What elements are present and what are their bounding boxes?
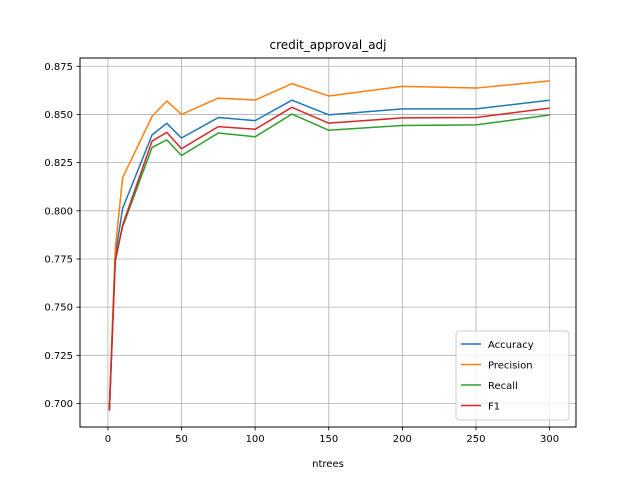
y-tick-label: 0.775	[44, 254, 73, 265]
x-tick-label: 50	[175, 434, 188, 445]
y-tick-label: 0.875	[44, 62, 73, 73]
y-tick-label: 0.700	[44, 399, 73, 410]
x-axis-label: ntrees	[312, 459, 344, 470]
x-tick-label: 200	[393, 434, 412, 445]
x-tick-label: 150	[319, 434, 338, 445]
chart-title: credit_approval_adj	[270, 38, 387, 52]
y-tick-label: 0.725	[44, 351, 73, 362]
x-axis-ticks: 0 50 100 150 200 250 300	[105, 427, 559, 445]
series-line-precision	[108, 80, 550, 406]
y-tick-label: 0.750	[44, 303, 73, 314]
x-tick-label: 100	[246, 434, 265, 445]
series-line-f1	[108, 106, 550, 411]
legend: Accuracy Precision Recall F1	[455, 330, 570, 421]
series-lines	[108, 80, 550, 411]
axes-frame	[79, 57, 577, 428]
legend-label-accuracy: Accuracy	[488, 340, 534, 351]
legend-label-f1: F1	[488, 402, 500, 413]
x-tick-label: 300	[540, 434, 559, 445]
y-axis-ticks: 0.700 0.725 0.750 0.775 0.800 0.825 0.850 0.875	[44, 62, 80, 410]
series-line-accuracy	[108, 99, 550, 411]
y-tick-label: 0.825	[44, 158, 73, 169]
y-tick-label: 0.800	[44, 206, 73, 217]
legend-label-precision: Precision	[488, 361, 533, 372]
x-tick-label: 250	[466, 434, 485, 445]
legend-box	[455, 330, 570, 421]
x-tick-label: 0	[105, 434, 111, 445]
legend-label-recall: Recall	[488, 381, 518, 392]
y-tick-label: 0.850	[44, 110, 73, 121]
